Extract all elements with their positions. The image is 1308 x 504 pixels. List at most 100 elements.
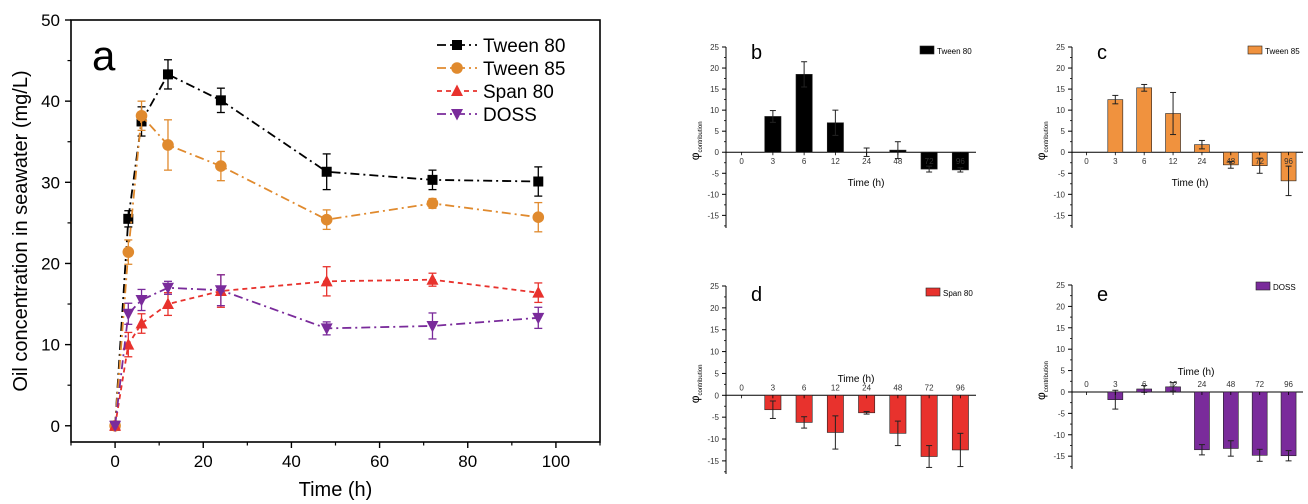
x-tick-label: 0 [110, 452, 119, 471]
data-point [135, 109, 148, 122]
y-tick-label: 20 [1056, 302, 1065, 311]
legend-swatch [1255, 281, 1271, 291]
bar [1194, 391, 1210, 451]
y-tick-label: 10 [710, 106, 719, 115]
x-tick-label: 20 [194, 452, 213, 471]
legend-label: Tween 80 [483, 36, 565, 57]
x-tick-label: 80 [458, 452, 477, 471]
data-point [109, 420, 122, 433]
bar-chart-panel-e: -15 -10 -5 0 5 10 15 20 25 0 3 6 12 24 48 72 96 Time (h) φ… [1034, 281, 1303, 469]
x-tick-label: 100 [542, 452, 570, 471]
y-axis-label: φcontribution [1034, 361, 1050, 400]
data-point [451, 84, 463, 96]
y-tick-label: -10 [707, 190, 719, 199]
legend-label: Tween 85 [1265, 47, 1300, 56]
x-tick-label: 6 [1142, 380, 1147, 389]
y-tick-label: 10 [710, 348, 719, 357]
y-tick-label: 10 [1056, 106, 1065, 115]
data-point [532, 211, 545, 224]
y-axis-label: φcontribution [688, 364, 704, 403]
data-point [320, 323, 333, 335]
legend-label: Span 80 [483, 82, 554, 103]
legend-swatch [925, 287, 941, 297]
x-tick-label: 48 [893, 383, 902, 392]
x-tick-label: 72 [925, 383, 934, 392]
data-point [426, 320, 439, 333]
line-chart-panel-a: 0 20 40 60 80 100 0 10 20 30 40 50 Time (h) Oil conce… [10, 11, 601, 501]
y-axis-label: φcontribution [688, 121, 704, 160]
data-point [451, 62, 463, 74]
data-point [533, 176, 544, 187]
data-point [135, 294, 148, 307]
data-point [427, 174, 438, 185]
legend-label: DOSS [1273, 283, 1296, 292]
y-tick-label: -5 [1058, 409, 1066, 418]
panel-label: d [751, 284, 762, 306]
y-tick-label: 25 [710, 282, 719, 291]
x-tick-label: 0 [739, 157, 744, 166]
x-axis-label: Time (h) [1178, 367, 1215, 378]
y-tick-label: 10 [41, 336, 60, 355]
y-tick-label: -15 [707, 457, 719, 466]
x-tick-label: 24 [862, 383, 871, 392]
legend-label: Tween 85 [483, 59, 565, 80]
x-tick-label: 12 [1169, 157, 1178, 166]
y-tick-label: 30 [41, 173, 60, 192]
y-tick-label: 10 [1056, 345, 1065, 354]
bar [1223, 391, 1239, 449]
y-tick-label: -5 [712, 169, 720, 178]
y-tick-label: 5 [1061, 367, 1066, 376]
y-tick-label: -10 [707, 435, 719, 444]
x-tick-label: 96 [1284, 157, 1293, 166]
x-tick-label: 12 [831, 383, 840, 392]
data-point [426, 273, 439, 285]
y-tick-label: 20 [710, 304, 719, 313]
y-tick-label: -15 [1053, 452, 1065, 461]
x-axis-label: Time (h) [848, 178, 885, 189]
y-tick-label: 25 [710, 43, 719, 52]
x-tick-label: 0 [1084, 380, 1089, 389]
y-tick-label: -15 [1053, 211, 1065, 220]
panel-label: b [751, 42, 762, 64]
data-point [426, 197, 439, 210]
y-tick-label: 15 [1056, 324, 1065, 333]
data-point [162, 139, 174, 151]
series-line [114, 278, 539, 426]
data-point [214, 285, 227, 297]
y-tick-label: 5 [1061, 127, 1066, 136]
data-point [161, 282, 174, 295]
y-tick-label: 5 [715, 369, 720, 378]
y-tick-label: 5 [715, 127, 720, 136]
x-axis-label: Time (h) [838, 374, 875, 385]
data-point [451, 109, 463, 121]
data-point [452, 40, 462, 50]
x-axis-label: Time (h) [299, 479, 373, 501]
x-tick-label: 24 [1197, 380, 1206, 389]
legend-label: Tween 80 [937, 47, 972, 56]
panel-label: a [92, 32, 116, 79]
legend-swatch [919, 45, 935, 55]
bar [1280, 391, 1297, 457]
bar [1107, 99, 1124, 153]
y-tick-label: -10 [1053, 431, 1065, 440]
x-tick-label: 48 [893, 157, 902, 166]
y-tick-label: 40 [41, 92, 60, 111]
y-tick-label: 0 [715, 391, 720, 400]
y-tick-label: 50 [41, 11, 60, 30]
bar-chart-panel-b: -15 -10 -5 0 5 10 15 20 25 0 3 6 12 24 48 72 96 Time (h) φ… [688, 42, 976, 228]
x-tick-label: 6 [802, 383, 807, 392]
data-point [123, 213, 134, 224]
bar [1251, 391, 1268, 456]
data-point [122, 308, 135, 321]
y-tick-label: 0 [715, 148, 720, 157]
y-tick-label: 0 [1061, 388, 1066, 397]
bar-chart-panel-c: -15 -10 -5 0 5 10 15 20 25 0 3 6 12 24 48 72 96 Time (h) φ… [1034, 42, 1303, 228]
data-point [320, 274, 333, 287]
x-tick-label: 0 [739, 383, 744, 392]
x-tick-label: 96 [956, 157, 965, 166]
y-tick-label: -5 [712, 413, 720, 422]
y-tick-label: 20 [41, 254, 60, 273]
data-point [320, 213, 333, 226]
x-tick-label: 72 [1255, 380, 1264, 389]
y-tick-label: 25 [1056, 281, 1065, 290]
